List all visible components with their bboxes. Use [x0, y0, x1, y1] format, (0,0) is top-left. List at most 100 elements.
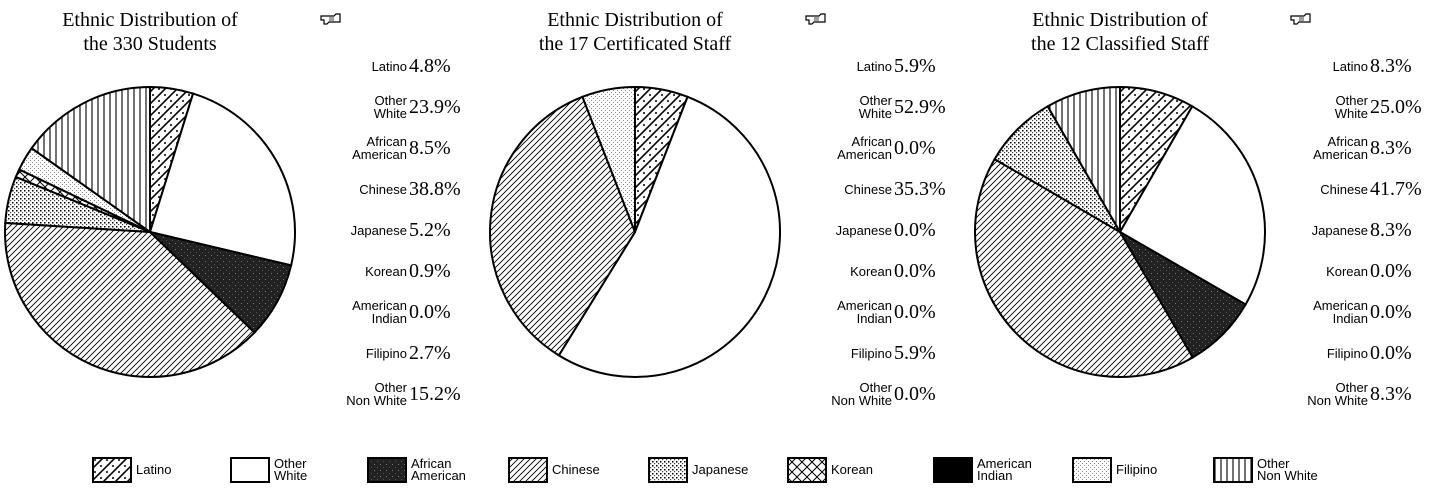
- slice-percent: 0.0%: [1370, 341, 1412, 364]
- slice-percent: 8.3%: [1370, 218, 1412, 241]
- pie-slice-other-non-white: [30, 85, 151, 234]
- slice-percent: 4.8%: [409, 54, 451, 77]
- slice-percent: 35.3%: [894, 177, 946, 200]
- slice-percent: 0.0%: [894, 218, 936, 241]
- slice-name: African American: [352, 134, 407, 162]
- slice-name: Chinese: [359, 181, 407, 197]
- data-label-latino: Latino 4.8%: [305, 48, 485, 84]
- data-label-chinese: Chinese 41.7%: [1266, 171, 1446, 207]
- legend-item-korean: Korean: [787, 452, 873, 488]
- slice-name: American Indian: [837, 298, 892, 326]
- data-label-african-american: African American 0.0%: [790, 130, 970, 166]
- slice-name: Other Non White: [346, 380, 407, 408]
- data-label-korean: Korean 0.0%: [790, 253, 970, 289]
- legend-item-american-indian: American Indian: [933, 452, 1032, 488]
- slice-name: African American: [1313, 134, 1368, 162]
- slice-percent: 0.0%: [894, 300, 936, 323]
- pointing-hand-icon: [320, 13, 341, 25]
- legend-label: American Indian: [977, 456, 1032, 483]
- pointing-hand-icon: [1290, 13, 1311, 25]
- pie-slice-other-non-white: [1046, 85, 1121, 236]
- legend-label: Other Non White: [1257, 456, 1318, 483]
- legend-item-other-non-white: Other Non White: [1213, 452, 1318, 488]
- data-label-japanese: Japanese 0.0%: [790, 212, 970, 248]
- legend-label: Other White: [274, 456, 308, 483]
- slice-name: Other White: [373, 93, 407, 121]
- legend-item-african-american: African American: [367, 452, 466, 488]
- legend-item-japanese: Japanese: [648, 452, 748, 488]
- legend-swatch-japanese: [648, 457, 688, 483]
- data-label-american-indian: American Indian 0.0%: [1266, 294, 1446, 330]
- data-label-filipino: Filipino 0.0%: [1266, 335, 1446, 371]
- slice-name: Japanese: [350, 222, 407, 238]
- data-label-chinese: Chinese 38.8%: [305, 171, 485, 207]
- data-label-chinese: Chinese 35.3%: [790, 171, 970, 207]
- data-label-african-american: African American 8.5%: [305, 130, 485, 166]
- pointing-hand-icon: [805, 13, 826, 25]
- slice-percent: 0.0%: [894, 136, 936, 159]
- legend-label: Japanese: [692, 462, 749, 477]
- slice-percent: 0.0%: [409, 300, 451, 323]
- data-label-korean: Korean 0.9%: [305, 253, 485, 289]
- slice-percent: 0.0%: [1370, 259, 1412, 282]
- legend-label: Korean: [831, 462, 873, 477]
- legend-swatch-korean: [787, 457, 827, 483]
- slice-name: Japanese: [835, 222, 892, 238]
- slice-name: Filipino: [365, 345, 407, 361]
- slice-name: Japanese: [1311, 222, 1368, 238]
- legend-label: Latino: [136, 462, 172, 477]
- data-label-other-white: Other White 25.0%: [1266, 89, 1446, 125]
- legend-item-other-white: Other White: [230, 452, 307, 488]
- certificated-pie: [489, 85, 781, 379]
- students-chart-title: Ethnic Distribution of the 330 Students: [62, 9, 238, 55]
- slice-percent: 15.2%: [409, 382, 461, 405]
- certificated-panel: Ethnic Distribution of the 17 Certificat…: [485, 0, 970, 430]
- students-panel: Ethnic Distribution of the 330 Students …: [0, 0, 485, 430]
- slice-percent: 5.9%: [894, 341, 936, 364]
- data-label-african-american: African American 8.3%: [1266, 130, 1446, 166]
- slice-percent: 0.9%: [409, 259, 451, 282]
- legend-swatch-latino: [92, 457, 132, 483]
- slice-name: American Indian: [1313, 298, 1368, 326]
- slice-percent: 0.0%: [894, 382, 936, 405]
- legend-label: African American: [411, 456, 466, 483]
- data-label-other-non-white: Other Non White 0.0%: [790, 376, 970, 412]
- data-label-latino: Latino 5.9%: [790, 48, 970, 84]
- slice-percent: 8.3%: [1370, 54, 1412, 77]
- classified-chart-title: Ethnic Distribution of the 12 Classified…: [1031, 9, 1209, 55]
- slice-name: Filipino: [1326, 345, 1368, 361]
- legend-swatch-african: [367, 457, 407, 483]
- slice-name: Other White: [1334, 93, 1368, 121]
- slice-name: Korean: [1326, 263, 1368, 279]
- slice-percent: 52.9%: [894, 95, 946, 118]
- pie-slice-filipino: [581, 85, 636, 233]
- slice-name: Chinese: [1320, 181, 1368, 197]
- slice-percent: 38.8%: [409, 177, 461, 200]
- data-label-other-non-white: Other Non White 8.3%: [1266, 376, 1446, 412]
- chart-legend: Latino Other White African American Chinese Ja…: [0, 452, 1446, 488]
- pie-slice-chinese: [974, 157, 1195, 378]
- data-label-american-indian: American Indian 0.0%: [790, 294, 970, 330]
- slice-percent: 0.0%: [1370, 300, 1412, 323]
- pie-slice-other-white: [557, 95, 781, 379]
- classified-panel: Ethnic Distribution of the 12 Classified…: [970, 0, 1446, 430]
- data-label-japanese: Japanese 8.3%: [1266, 212, 1446, 248]
- data-label-other-white: Other White 23.9%: [305, 89, 485, 125]
- slice-name: Other Non White: [1307, 380, 1368, 408]
- legend-swatch-indian: [933, 457, 973, 483]
- pie-slice-other-white: [1118, 104, 1266, 306]
- students-pie: [4, 85, 296, 378]
- slice-name: Other White: [858, 93, 892, 121]
- legend-item-latino: Latino: [92, 452, 171, 488]
- slice-percent: 41.7%: [1370, 177, 1422, 200]
- slice-name: African American: [837, 134, 892, 162]
- slice-percent: 5.2%: [409, 218, 451, 241]
- data-label-korean: Korean 0.0%: [1266, 253, 1446, 289]
- pie-slice-chinese: [4, 221, 256, 378]
- slice-percent: 23.9%: [409, 95, 461, 118]
- slice-name: American Indian: [352, 298, 407, 326]
- slice-name: Korean: [365, 263, 407, 279]
- data-label-other-white: Other White 52.9%: [790, 89, 970, 125]
- legend-swatch-nonwhite: [1213, 457, 1253, 483]
- legend-swatch-chinese: [508, 457, 548, 483]
